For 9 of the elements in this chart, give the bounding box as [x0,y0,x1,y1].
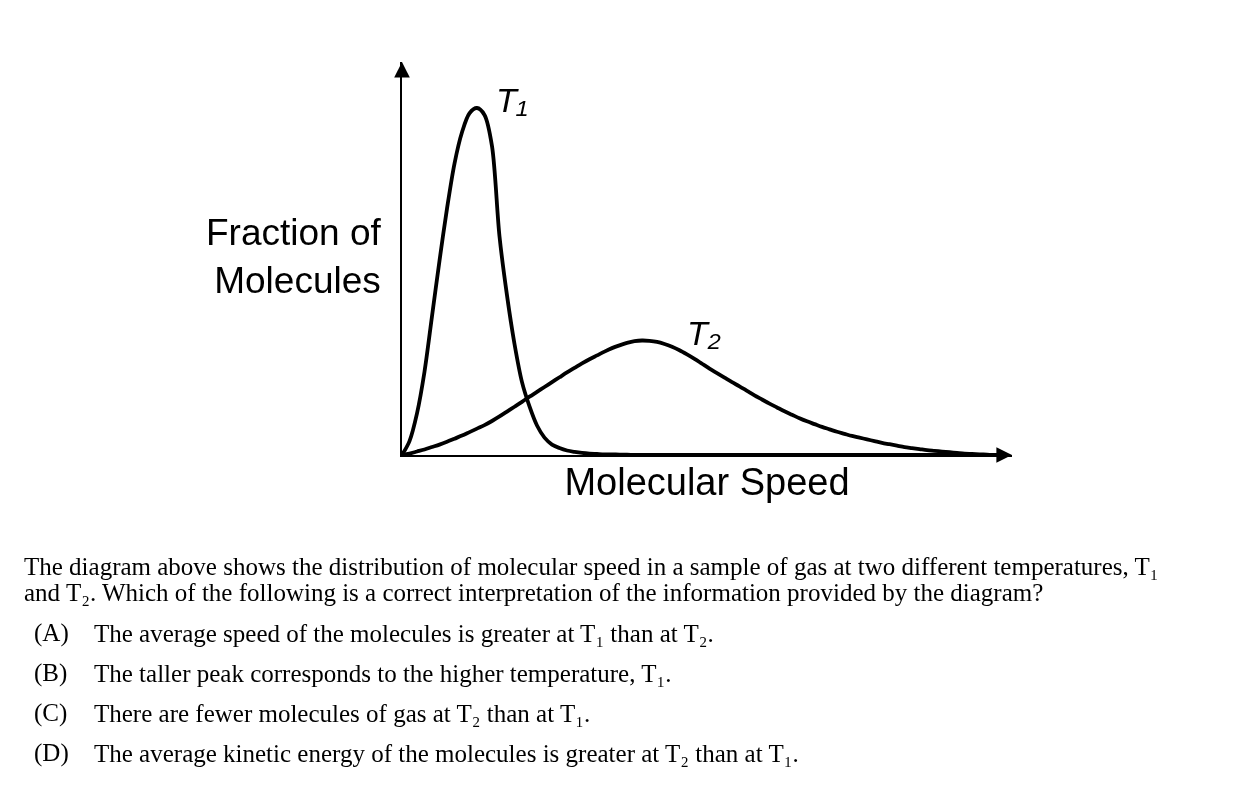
y-axis-title: Fraction of Molecules [206,212,382,302]
text: (A) The average speed of the molecules is greater at T₁ than at T₂. [34,619,714,647]
series-label: T₁ [496,81,528,119]
text: (C) There are fewer molecules of gas at T₂ than at T₁. [34,699,591,727]
x-axis-title: Molecular Speed [564,460,850,503]
text: (B) The taller peak corresponds to the higher temperature, T₁. [34,659,672,687]
series-label: T₂ [687,314,721,352]
text: (D) The average kinetic energy of the molecules is greater at T₂ than at T₁. [34,739,799,767]
text: The diagram above shows the distribution of molecular speed in a sample of gas at two different temperatures, T₁ and T₂. Which of the following is a correct interpretation of the information provided by the diagram? [24,553,1159,606]
